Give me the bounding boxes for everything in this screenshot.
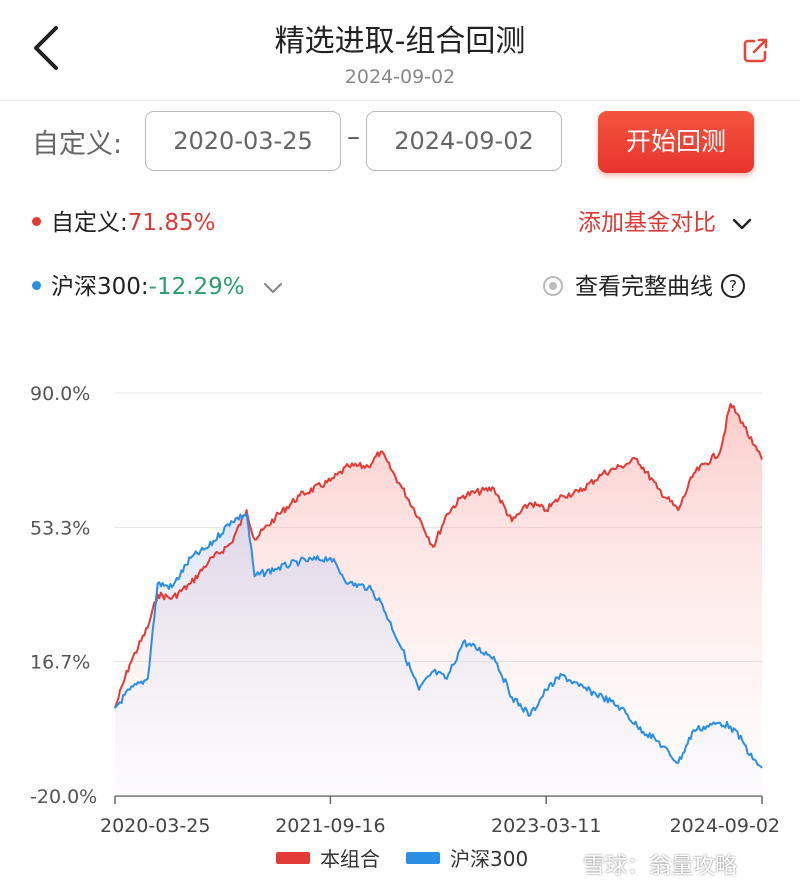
start-backtest-button[interactable]: 开始回测 (598, 111, 754, 173)
portfolio-dot-icon (32, 217, 41, 226)
legend-swatch (406, 852, 440, 864)
portfolio-summary: 自定义:71.85% (32, 203, 215, 237)
start-date-input[interactable]: 2020-03-25 (145, 111, 341, 171)
share-icon[interactable] (742, 36, 770, 64)
benchmark-summary[interactable]: 沪深300:-12.29% (32, 267, 284, 301)
y-tick-label: 90.0% (30, 383, 90, 405)
chevron-down-icon (733, 218, 752, 229)
page-date: 2024-09-02 (344, 66, 456, 88)
legend-label: 沪深300 (450, 847, 528, 871)
y-tick-label: -20.0% (30, 786, 97, 808)
x-tick-label: 2020-03-25 (100, 815, 210, 837)
chevron-down-icon (263, 282, 283, 293)
portfolio-return: 71.85% (127, 210, 216, 236)
y-tick-label: 16.7% (30, 652, 90, 674)
portfolio-name: 自定义 (51, 210, 120, 236)
series-line (114, 512, 763, 769)
chart-areas (115, 404, 762, 796)
backtest-chart: 90.0% 53.3% 16.7% -20.0% 2020-03-25 2021-09-… (30, 383, 780, 871)
app-header: 精选进取-组合回测 2024-09-02 (0, 0, 800, 101)
chart-legend: 本组合 沪深300 (276, 847, 528, 871)
page-title: 精选进取-组合回测 (274, 24, 526, 59)
range-label: 自定义: (32, 129, 123, 160)
help-icon[interactable]: ? (721, 273, 745, 298)
x-axis: 2020-03-25 2021-09-16 2023-03-11 2024-09-02 (100, 796, 780, 837)
end-date-input[interactable]: 2024-09-02 (366, 111, 562, 171)
series-area (115, 513, 762, 796)
chart-lines (114, 403, 763, 769)
x-tick-label: 2023-03-11 (491, 815, 601, 837)
benchmark-dot-icon (32, 281, 41, 290)
view-full-curve-toggle[interactable]: 查看完整曲线? (543, 267, 745, 301)
y-tick-label: 53.3% (30, 517, 90, 539)
x-tick-label: 2024-09-02 (670, 815, 780, 837)
x-tick-label: 2021-09-16 (275, 815, 385, 837)
chevron-left-icon[interactable] (26, 24, 66, 72)
y-axis: 90.0% 53.3% 16.7% -20.0% (30, 383, 97, 808)
watermark: 雪球：翁量攻略 (583, 854, 738, 879)
radio-icon[interactable] (543, 275, 563, 296)
benchmark-return: -12.29% (148, 274, 245, 300)
benchmark-name: 沪深300 (51, 274, 141, 300)
add-fund-compare-button[interactable]: 添加基金对比 (578, 203, 753, 237)
legend-label: 本组合 (320, 847, 380, 871)
series-line (114, 403, 763, 709)
date-separator: – (347, 122, 360, 152)
legend-swatch (276, 852, 310, 864)
